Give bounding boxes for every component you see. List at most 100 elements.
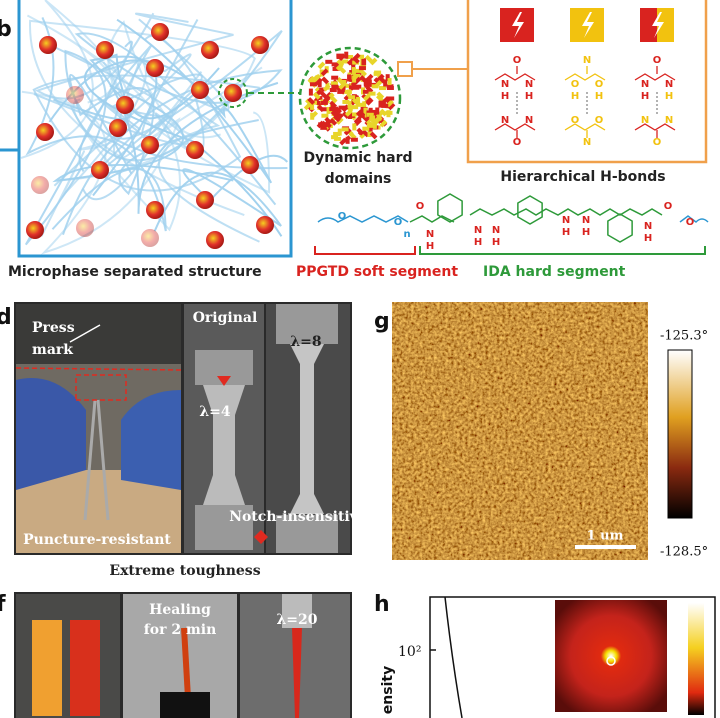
colorbar bbox=[667, 349, 693, 519]
segment-block bbox=[376, 91, 385, 100]
hard-domain bbox=[76, 219, 94, 237]
segment-block bbox=[329, 107, 337, 112]
segment-block bbox=[321, 113, 329, 118]
domain-zoom bbox=[303, 51, 396, 146]
segment-block bbox=[307, 97, 316, 105]
atom: H bbox=[571, 91, 579, 102]
segment-block bbox=[341, 104, 350, 113]
panel-label: g bbox=[374, 309, 390, 334]
hard-domain bbox=[251, 36, 269, 54]
atom: O bbox=[513, 137, 522, 148]
segment-block bbox=[355, 110, 364, 119]
hbond-structures: N NOH HON NO ONH HNO ON NOH HON N bbox=[494, 8, 676, 148]
icon-half bbox=[587, 8, 604, 42]
afm-image bbox=[392, 302, 648, 560]
panel-g: g 1 um -125.3° -128.5° bbox=[374, 302, 708, 560]
segment-block bbox=[330, 81, 338, 86]
atom: N bbox=[582, 215, 590, 226]
y-axis-label: ensity bbox=[380, 666, 396, 714]
segment-block bbox=[353, 73, 361, 78]
segment-block bbox=[324, 120, 332, 129]
segment-block bbox=[378, 75, 386, 84]
hard-domain bbox=[96, 41, 114, 59]
soft-bracket bbox=[314, 246, 416, 255]
photo-label: λ=4 bbox=[199, 404, 231, 420]
bonds bbox=[564, 66, 606, 138]
atom: H bbox=[582, 227, 590, 238]
segment-block bbox=[366, 123, 374, 128]
atom: H bbox=[562, 227, 570, 238]
segment-block bbox=[352, 123, 357, 131]
segment-block bbox=[369, 109, 377, 114]
hard-domain bbox=[186, 141, 204, 159]
hard-bracket bbox=[419, 246, 706, 255]
segment-block bbox=[336, 53, 344, 58]
segment-block bbox=[379, 86, 387, 91]
zoom-box bbox=[397, 61, 413, 77]
sample bbox=[83, 399, 110, 521]
caption: Microphase separated structure bbox=[8, 264, 262, 280]
atom: N bbox=[641, 79, 649, 90]
photo-label: mark bbox=[32, 342, 73, 358]
hard-domain bbox=[141, 136, 159, 154]
caption: PPGTD soft segment bbox=[296, 264, 458, 280]
stretched-strip bbox=[292, 628, 302, 718]
hard-domain bbox=[109, 119, 127, 137]
segment-block bbox=[319, 91, 328, 99]
segment-block bbox=[313, 73, 321, 82]
segment-block bbox=[329, 118, 338, 126]
segment-block bbox=[351, 67, 356, 75]
segment-block bbox=[341, 127, 349, 132]
segment-block bbox=[344, 51, 349, 59]
bolt bbox=[652, 12, 664, 38]
segment-block bbox=[341, 59, 349, 64]
atom: N bbox=[583, 55, 591, 66]
hard-domain bbox=[196, 191, 214, 209]
segment-block bbox=[333, 131, 341, 136]
segment-block bbox=[308, 88, 313, 96]
panel-label: h bbox=[374, 592, 390, 617]
segment-block bbox=[362, 93, 371, 102]
atom: N bbox=[492, 225, 500, 236]
segment-block bbox=[315, 100, 323, 105]
icon-half bbox=[657, 8, 674, 42]
hard-domain bbox=[91, 161, 109, 179]
dogbone bbox=[290, 344, 324, 514]
segment-block bbox=[324, 116, 333, 125]
atom: N bbox=[525, 115, 533, 126]
ring bbox=[607, 213, 633, 243]
atom: O bbox=[653, 137, 662, 148]
segment-block bbox=[353, 116, 362, 125]
ring bbox=[517, 195, 543, 225]
segment-block bbox=[353, 76, 362, 85]
ring bbox=[437, 193, 463, 223]
photo-label: Notch-insensitive bbox=[229, 509, 367, 525]
notch-mark bbox=[254, 530, 268, 544]
segment-block bbox=[379, 119, 388, 128]
bolt bbox=[582, 12, 594, 38]
bonds bbox=[494, 66, 536, 138]
segment-block bbox=[310, 110, 319, 119]
hard-domain bbox=[146, 201, 164, 219]
segment-block bbox=[351, 97, 360, 106]
segment-block bbox=[377, 113, 382, 121]
segment-block bbox=[348, 95, 356, 100]
segment-block bbox=[342, 99, 350, 104]
segment-block bbox=[375, 107, 380, 115]
hard-domain bbox=[241, 156, 259, 174]
segment-block bbox=[368, 91, 376, 96]
atom: O bbox=[595, 79, 604, 90]
bolt bbox=[512, 12, 524, 38]
photo-label: λ=20 bbox=[276, 612, 317, 628]
healed-strip bbox=[181, 627, 191, 699]
bonds bbox=[634, 66, 676, 138]
atom: N bbox=[562, 215, 570, 226]
segment-block bbox=[322, 96, 331, 105]
segment-block bbox=[335, 117, 344, 125]
glove bbox=[16, 378, 86, 490]
hard-domain bbox=[141, 229, 159, 247]
hard-domain bbox=[201, 41, 219, 59]
hard-domain bbox=[146, 59, 164, 77]
press-box bbox=[15, 367, 182, 401]
photo-bg bbox=[16, 304, 181, 364]
